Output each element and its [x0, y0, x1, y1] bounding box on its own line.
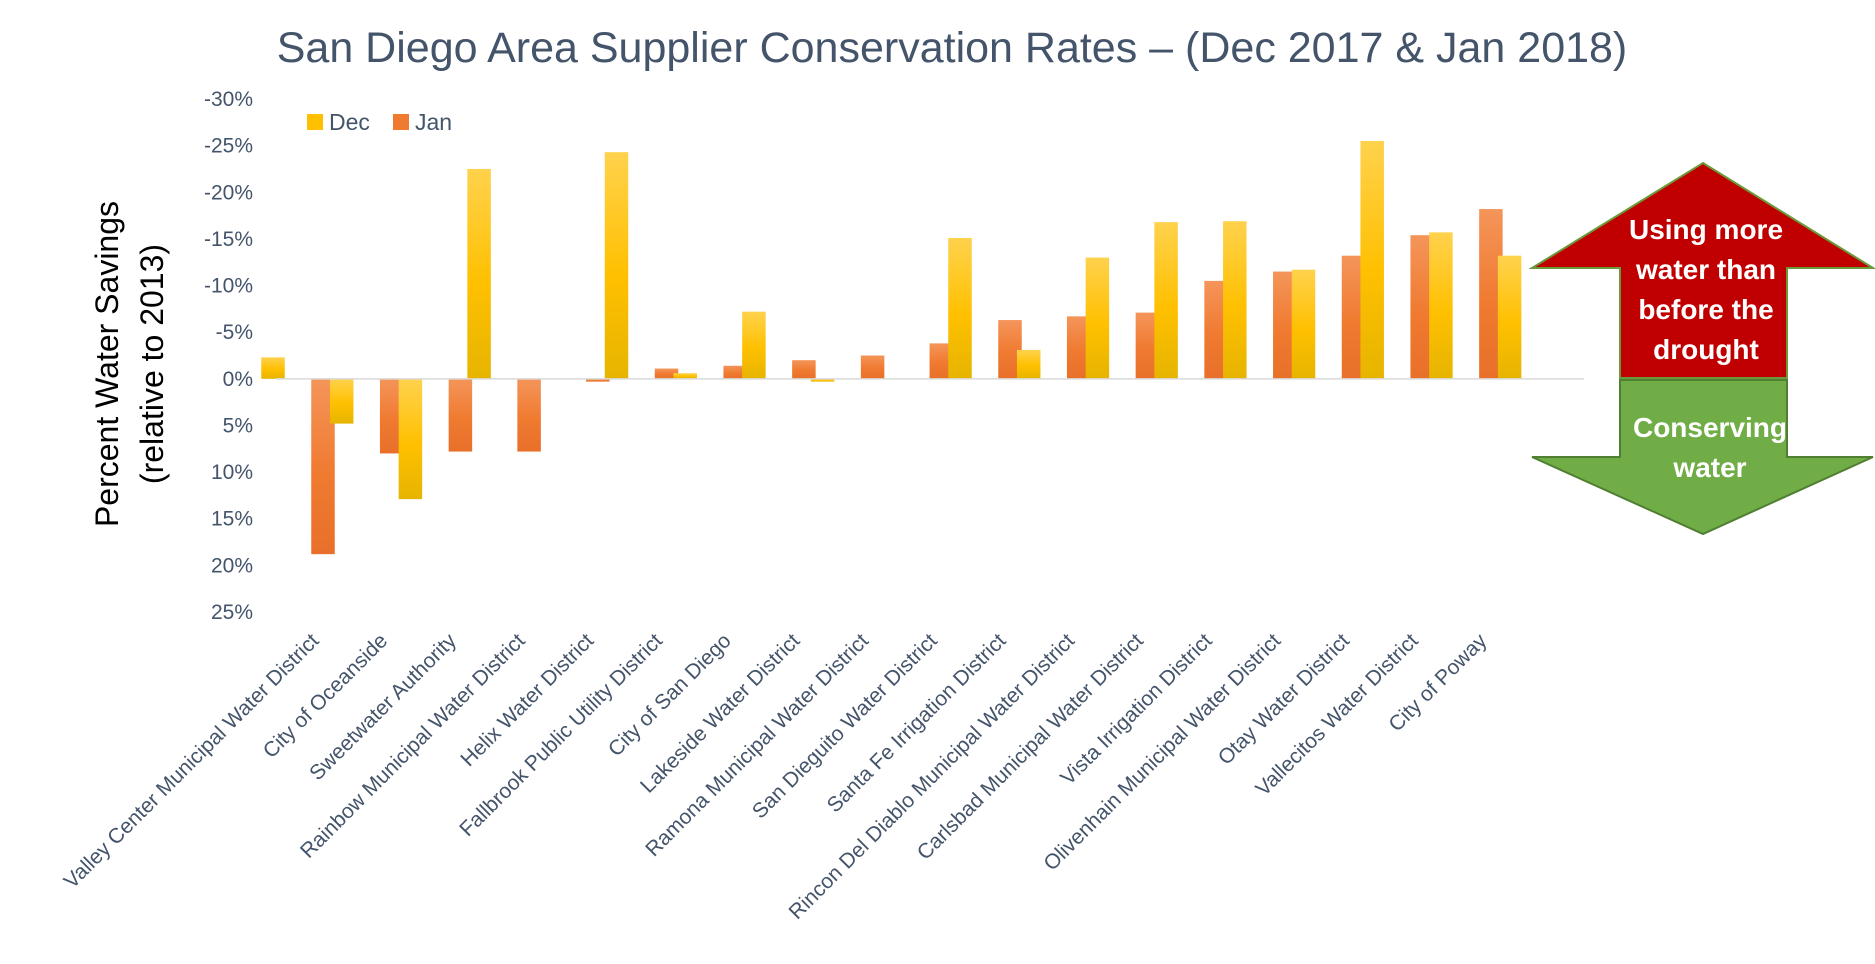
bar-jan [586, 378, 610, 382]
bar-jan [654, 368, 679, 379]
bar-jan [517, 378, 541, 452]
bar-dec [467, 168, 491, 379]
y-tick-label: -20% [204, 181, 253, 204]
y-tick-label: 0% [223, 368, 253, 391]
y-tick-label: 20% [211, 554, 253, 577]
y-axis-label-line-1: Percent Water Savings [89, 201, 125, 527]
legend-label-jan: Jan [415, 109, 452, 135]
bar-dec [1016, 349, 1041, 379]
y-tick-label: 5% [223, 414, 253, 437]
x-axis-ticks: Valley Center Municipal Water DistrictCi… [60, 629, 1492, 924]
bar-jan [723, 365, 747, 379]
bar-dec [604, 152, 629, 379]
bar-jan [379, 378, 404, 454]
x-tick-label: Valley Center Municipal Water District [60, 629, 324, 893]
y-axis-label-line-2: (relative to 2013) [134, 244, 170, 484]
bar-dec [1291, 269, 1316, 379]
bar-dec [398, 378, 423, 500]
bar-jan [1273, 271, 1297, 379]
bar-dec [1223, 221, 1247, 379]
bar-jan [792, 360, 816, 379]
bar-dec [948, 237, 972, 379]
up-arrow-text: water than [1635, 254, 1776, 285]
legend: Dec Jan [307, 109, 452, 135]
x-tick-label: City of San Diego [604, 629, 736, 761]
bar-jan [1066, 316, 1091, 379]
x-tick-label: City of Oceanside [259, 629, 392, 762]
bar-jan [1341, 255, 1366, 379]
y-tick-label: -30% [204, 88, 253, 111]
bar-dec [261, 357, 285, 379]
legend-swatch-jan [393, 114, 409, 130]
chart-title: San Diego Area Supplier Conservation Rat… [277, 24, 1628, 72]
bar-jan [1135, 312, 1160, 379]
y-tick-label: 25% [211, 601, 253, 624]
bar-series [261, 140, 1522, 555]
bar-jan [998, 320, 1022, 379]
bar-dec [1154, 222, 1178, 379]
bar-jan [860, 355, 885, 379]
bar-dec [673, 373, 697, 379]
up-arrow-text: Using more [1629, 214, 1783, 245]
up-arrow-text: drought [1653, 334, 1759, 365]
y-tick-label: -15% [204, 228, 253, 251]
bar-dec [810, 378, 835, 382]
annotation-arrows: Using more water than before the drought Con… [1528, 161, 1875, 536]
y-tick-label: 10% [211, 461, 253, 484]
y-axis-label: Percent Water Savings (relative to 2013) [89, 201, 170, 527]
bar-dec [329, 378, 354, 424]
bar-jan [929, 343, 954, 379]
bar-jan [1204, 280, 1228, 379]
bar-dec [1085, 257, 1110, 379]
y-axis-ticks: -30% -25% -20% -15% -10% -5% 0% 5% 10% 15% 20% 25% [204, 88, 253, 624]
bar-dec [742, 311, 766, 379]
x-tick-label: Helix Water District [456, 629, 598, 771]
legend-swatch-dec [307, 114, 323, 130]
bar-dec-extra [1497, 255, 1522, 379]
y-tick-label: -5% [216, 321, 253, 344]
bar-jan [311, 378, 335, 555]
y-tick-label: -10% [204, 275, 253, 298]
down-arrow-text: water [1672, 452, 1746, 483]
up-arrow-text: before the [1638, 294, 1773, 325]
down-arrow-shape [1531, 379, 1874, 536]
legend-label-dec: Dec [329, 109, 370, 135]
down-arrow-text: Conserving [1633, 412, 1787, 443]
bar-jan [448, 378, 473, 452]
up-arrow-shape [1528, 161, 1875, 379]
y-tick-label: 15% [211, 508, 253, 531]
y-tick-label: -25% [204, 135, 253, 158]
bar-jan [1410, 235, 1434, 379]
bar-jan [1479, 209, 1503, 379]
bar-dec [1360, 140, 1384, 379]
bar-dec [1429, 232, 1453, 379]
x-tick-label: Otay Water District [1214, 629, 1354, 769]
